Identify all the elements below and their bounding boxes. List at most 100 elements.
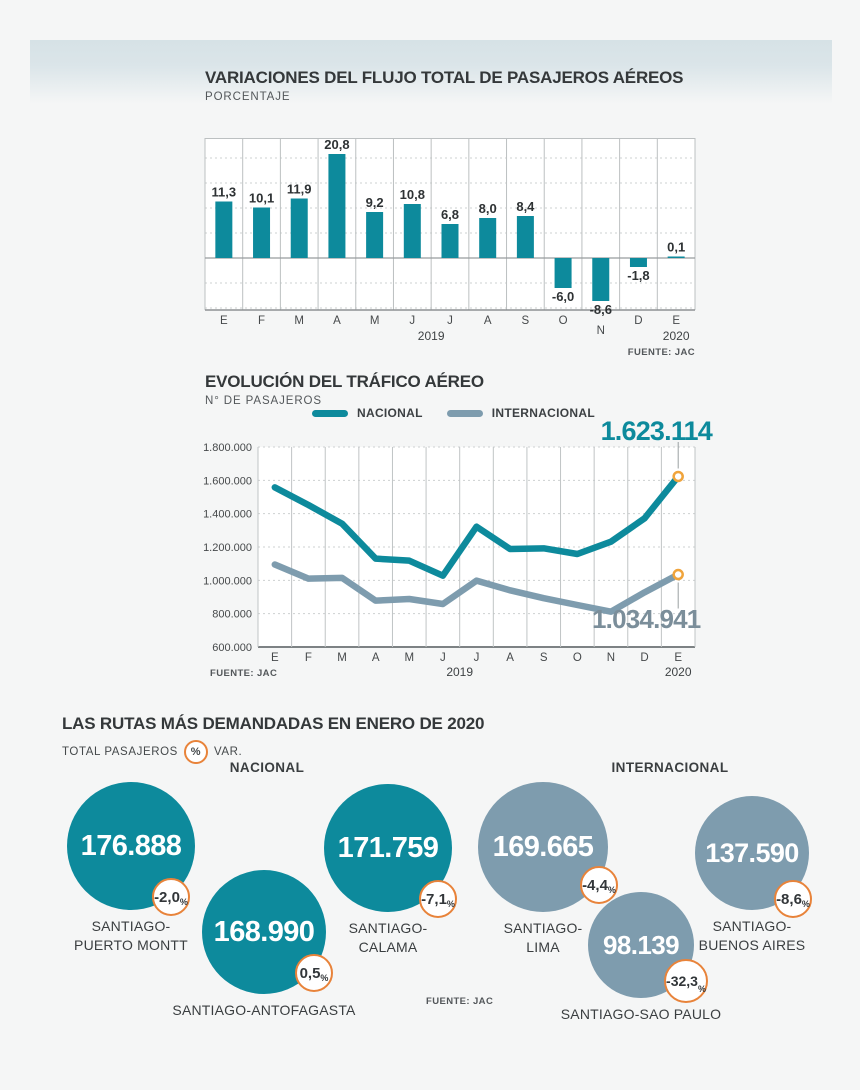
bar-month-label: E <box>220 315 228 327</box>
route-label: SANTIAGO- PUERTO MONTT <box>74 918 188 954</box>
bar-E-0 <box>215 201 233 258</box>
internacional-legend-swatch <box>446 409 483 417</box>
group-label-internacional: INTERNACIONAL <box>611 760 729 775</box>
bar-E-12 <box>667 256 685 258</box>
bar-month-label: A <box>484 315 492 327</box>
nacional-legend-label: NACIONAL <box>357 406 423 420</box>
bar-N-10 <box>592 258 610 301</box>
bar-month-label: M <box>370 315 380 327</box>
bar-value-label: -1,8 <box>627 268 649 283</box>
internacional-end-value: 1.034.941 <box>592 604 701 634</box>
bar-month-label: O <box>559 315 568 327</box>
routes-legend-total-label: TOTAL PASAJEROS <box>62 746 178 758</box>
bar-value-label: -6,0 <box>552 289 574 304</box>
end-point-marker <box>672 470 684 483</box>
bar-month-label: S <box>522 315 530 327</box>
bar-month-label: J <box>447 315 453 327</box>
route-passengers: 137.590 <box>705 837 799 868</box>
route-passengers: 176.888 <box>80 829 182 862</box>
bar-month-label: A <box>333 315 341 327</box>
bar-month-label: F <box>258 315 265 327</box>
route-label: SANTIAGO-ANTOFAGASTA <box>172 1002 356 1018</box>
bar-value-label: 10,1 <box>249 191 274 206</box>
ytick-label: 1.400.000 <box>203 509 252 521</box>
line-chart: 1.800.000 1.600.000 1.400.000 1.200.000 1.00… <box>203 442 696 679</box>
percent-circle-icon: % <box>183 740 208 764</box>
line-month-label: E <box>271 652 279 664</box>
bar-value-label: 0,1 <box>667 240 685 255</box>
line-month-label: O <box>573 652 582 664</box>
bar-value-label: 11,9 <box>287 182 312 197</box>
line-month-label: J <box>474 652 480 664</box>
bar-value-label: 9,2 <box>366 195 384 210</box>
route-passengers: 98.139 <box>603 929 680 960</box>
line-year-2019: 2019 <box>446 665 473 679</box>
group-label-nacional: NACIONAL <box>229 760 305 775</box>
ytick-label: 1.000.000 <box>203 575 252 587</box>
route-variation-badge: -4,4% <box>580 866 618 904</box>
routes-source: FUENTE: JAC <box>426 996 494 1007</box>
bar-A-7 <box>479 218 497 258</box>
nacional-line <box>271 473 682 579</box>
route-passengers: 168.990 <box>213 915 315 948</box>
route-variation-badge: -2,0% <box>152 878 190 916</box>
bar-value-label: 11,3 <box>212 185 237 200</box>
bar-J-6 <box>441 224 459 258</box>
route-passengers: 169.665 <box>492 830 594 863</box>
bar-value-label: -8,6 <box>590 302 612 317</box>
bar-O-9 <box>554 258 572 288</box>
ytick-label: 600.000 <box>212 642 252 654</box>
bar-month-label: J <box>409 315 415 327</box>
line-chart-legend: NACIONAL INTERNACIONAL <box>195 406 712 420</box>
bar-D-11 <box>629 258 647 267</box>
route-variation-badge: -32,3% <box>664 959 708 1003</box>
route-label: SANTIAGO-SAO PAULO <box>560 1006 722 1022</box>
ytick-label: 1.600.000 <box>203 475 252 487</box>
route-variation-badge: -8,6% <box>774 880 812 918</box>
line-month-label: J <box>440 652 446 664</box>
bar-J-5 <box>403 204 421 258</box>
routes-legend-var-label: VAR. <box>213 746 243 758</box>
line-month-label: N <box>607 652 615 664</box>
bar-F-1 <box>253 207 271 258</box>
bar-month-label: M <box>294 315 304 327</box>
bar-value-label: 10,8 <box>400 187 425 202</box>
bar-value-label: 8,0 <box>479 201 497 216</box>
bar-A-3 <box>328 154 346 258</box>
bar-chart-title: VARIACIONES DEL FLUJO TOTAL DE PASAJEROS… <box>205 68 684 87</box>
route-variation-badge: -7,1% <box>419 880 457 918</box>
bar-month-label: E <box>672 315 680 327</box>
line-month-label: S <box>540 652 548 664</box>
bar-M-4 <box>366 212 384 258</box>
route-bubble-1: 176.888 <box>67 782 195 910</box>
nacional-legend-swatch <box>312 409 349 417</box>
line-chart-source: FUENTE: JAC <box>210 668 278 679</box>
line-month-label: M <box>404 652 414 664</box>
internacional-line <box>271 561 682 615</box>
route-label: SANTIAGO- LIMA <box>503 920 583 956</box>
bar-S-8 <box>516 216 534 258</box>
nacional-end-value: 1.623.114 <box>600 416 713 446</box>
bar-chart-subtitle: PORCENTAJE <box>205 91 291 103</box>
line-month-label: D <box>640 652 648 664</box>
line-chart-subtitle: N° DE PASAJEROS <box>205 395 322 407</box>
line-month-label: E <box>674 652 682 664</box>
route-passengers: 171.759 <box>337 831 439 864</box>
bar-year-2019: 2019 <box>418 329 445 343</box>
bar-chart-source: FUENTE: JAC <box>627 347 695 358</box>
bar-chart: 11,3 E 10,1 F 11,9 M 20,8 A 9,2 M 10,8 J 6,8 J 8,0 A 8,4… <box>204 137 696 343</box>
route-label: SANTIAGO- BUENOS AIRES <box>698 918 806 954</box>
line-month-label: A <box>372 652 380 664</box>
line-chart-title: EVOLUCIÓN DEL TRÁFICO AÉREO <box>205 372 484 391</box>
route-variation-badge: 0,5% <box>295 954 333 992</box>
bar-M-2 <box>290 198 308 258</box>
header-gradient-band <box>30 40 832 104</box>
route-label: SANTIAGO- CALAMA <box>348 920 428 956</box>
route-bubble-5: 98.139 <box>588 892 694 998</box>
end-point-marker <box>672 568 684 581</box>
bar-value-label: 6,8 <box>441 207 459 222</box>
line-month-label: A <box>506 652 514 664</box>
bar-value-label: 8,4 <box>516 199 535 214</box>
ytick-label: 1.800.000 <box>203 442 252 454</box>
